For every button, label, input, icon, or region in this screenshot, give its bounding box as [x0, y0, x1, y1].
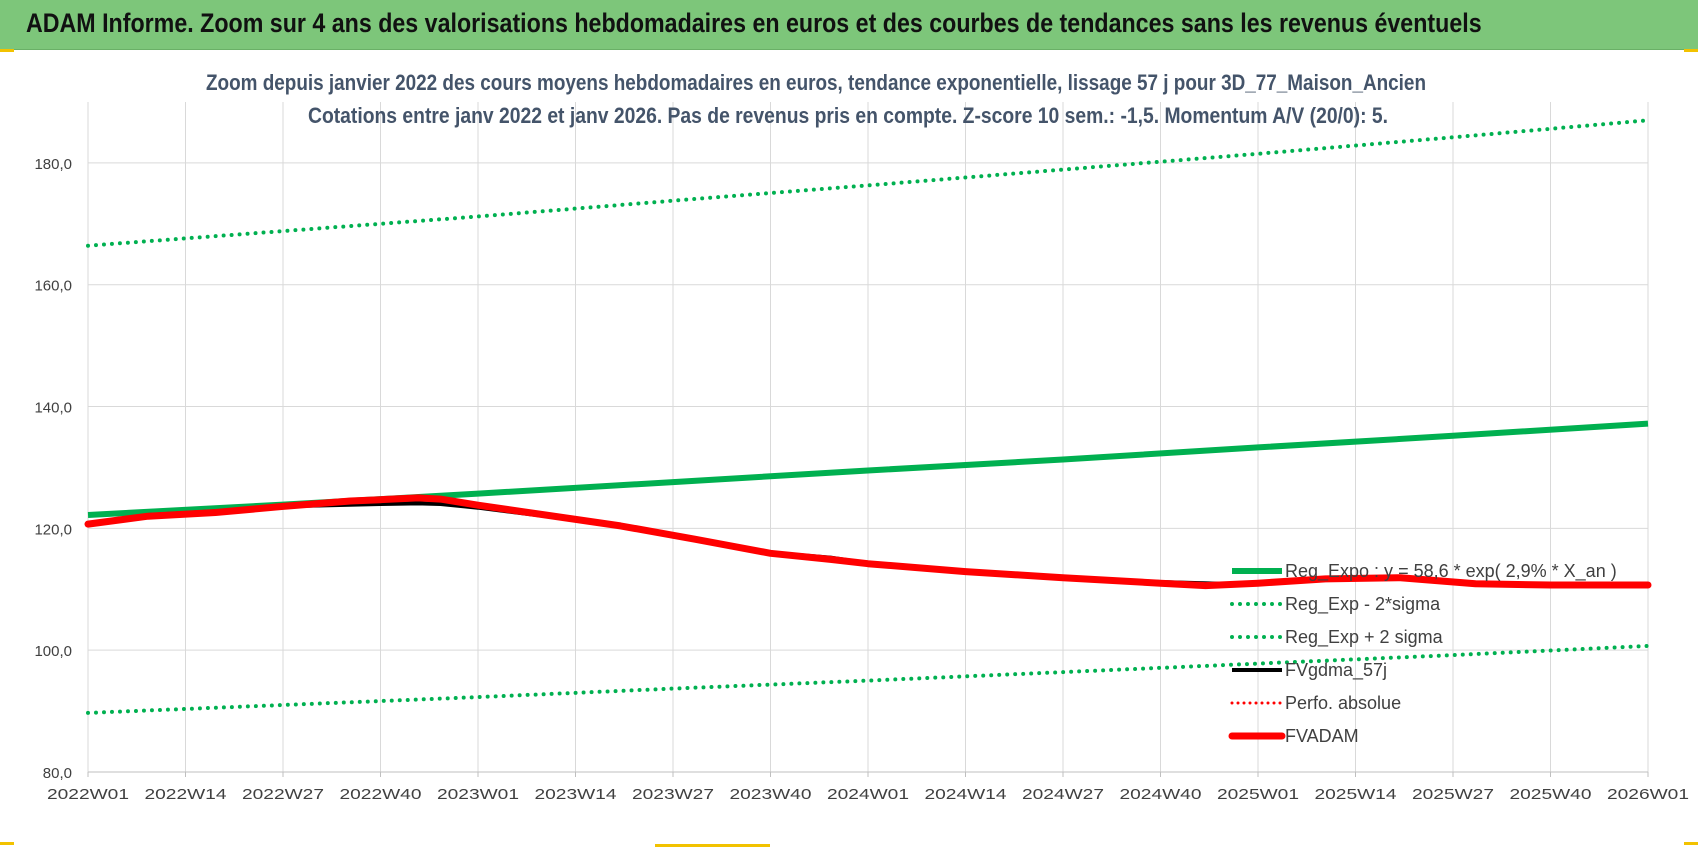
x-tick-label: 2025W01 [1217, 786, 1299, 803]
x-tick-label: 2022W40 [340, 786, 422, 803]
series-line-reg-exp-2-sigma [86, 118, 1650, 248]
x-tick-label: 2023W14 [535, 786, 617, 803]
x-tick-label: 2023W01 [437, 786, 519, 803]
legend-label: Reg_Exp - 2*sigma [1285, 594, 1441, 615]
chart-axes: 80,0 100,0 120,0 140,0 160,0 180,0 2022W01 2022… [34, 156, 1689, 803]
chart-series [84, 118, 1652, 715]
x-tick-label: 2025W40 [1510, 786, 1592, 803]
chart-subtitle: Cotations entre janv 2022 et janv 2026. … [308, 103, 1388, 128]
corner-mark-top-right [1684, 49, 1698, 52]
legend-label: FVADAM [1285, 726, 1359, 746]
banner-title: ADAM Informe. Zoom sur 4 ans des valoris… [26, 8, 1482, 38]
x-tick-label: 2025W27 [1412, 786, 1494, 803]
x-tick-label: 2026W01 [1607, 786, 1689, 803]
corner-mark-bottom-center [655, 844, 770, 847]
y-tick-label: 80,0 [43, 765, 72, 782]
x-tick-label: 2022W27 [242, 786, 324, 803]
legend-label: Perfo. absolue [1285, 693, 1401, 713]
corner-mark-top-left [0, 49, 14, 52]
legend-label: Reg_Expo : y = 58,6 * exp( 2,9% * X_an ) [1285, 561, 1617, 582]
legend-label: Reg_Exp + 2 sigma [1285, 627, 1444, 648]
chart-title: Zoom depuis janvier 2022 des cours moyen… [206, 70, 1426, 95]
y-tick-label: 140,0 [34, 400, 72, 417]
x-tick-label: 2023W40 [730, 786, 812, 803]
x-tick-label: 2024W14 [925, 786, 1007, 803]
series-line-fvadam [84, 494, 1652, 590]
x-tick-label: 2024W27 [1022, 786, 1104, 803]
y-tick-label: 120,0 [34, 521, 72, 538]
corner-mark-bottom-left [0, 842, 14, 845]
corner-mark-bottom-right [1684, 842, 1698, 845]
legend-label: FVgdma_57j [1285, 660, 1387, 681]
x-tick-label: 2023W27 [632, 786, 714, 803]
x-tick-label: 2024W40 [1120, 786, 1202, 803]
x-tick-label: 2022W14 [145, 786, 227, 803]
chart-legend: Reg_Expo : y = 58,6 * exp( 2,9% * X_an )… [1228, 561, 1617, 746]
x-tick-label: 2024W01 [827, 786, 909, 803]
x-tick-label: 2025W14 [1315, 786, 1397, 803]
header-banner: ADAM Informe. Zoom sur 4 ans des valoris… [0, 0, 1698, 50]
y-tick-label: 100,0 [34, 643, 72, 660]
y-tick-label: 160,0 [34, 278, 72, 295]
x-tick-label: 2022W01 [47, 786, 129, 803]
y-tick-label: 180,0 [34, 156, 72, 173]
